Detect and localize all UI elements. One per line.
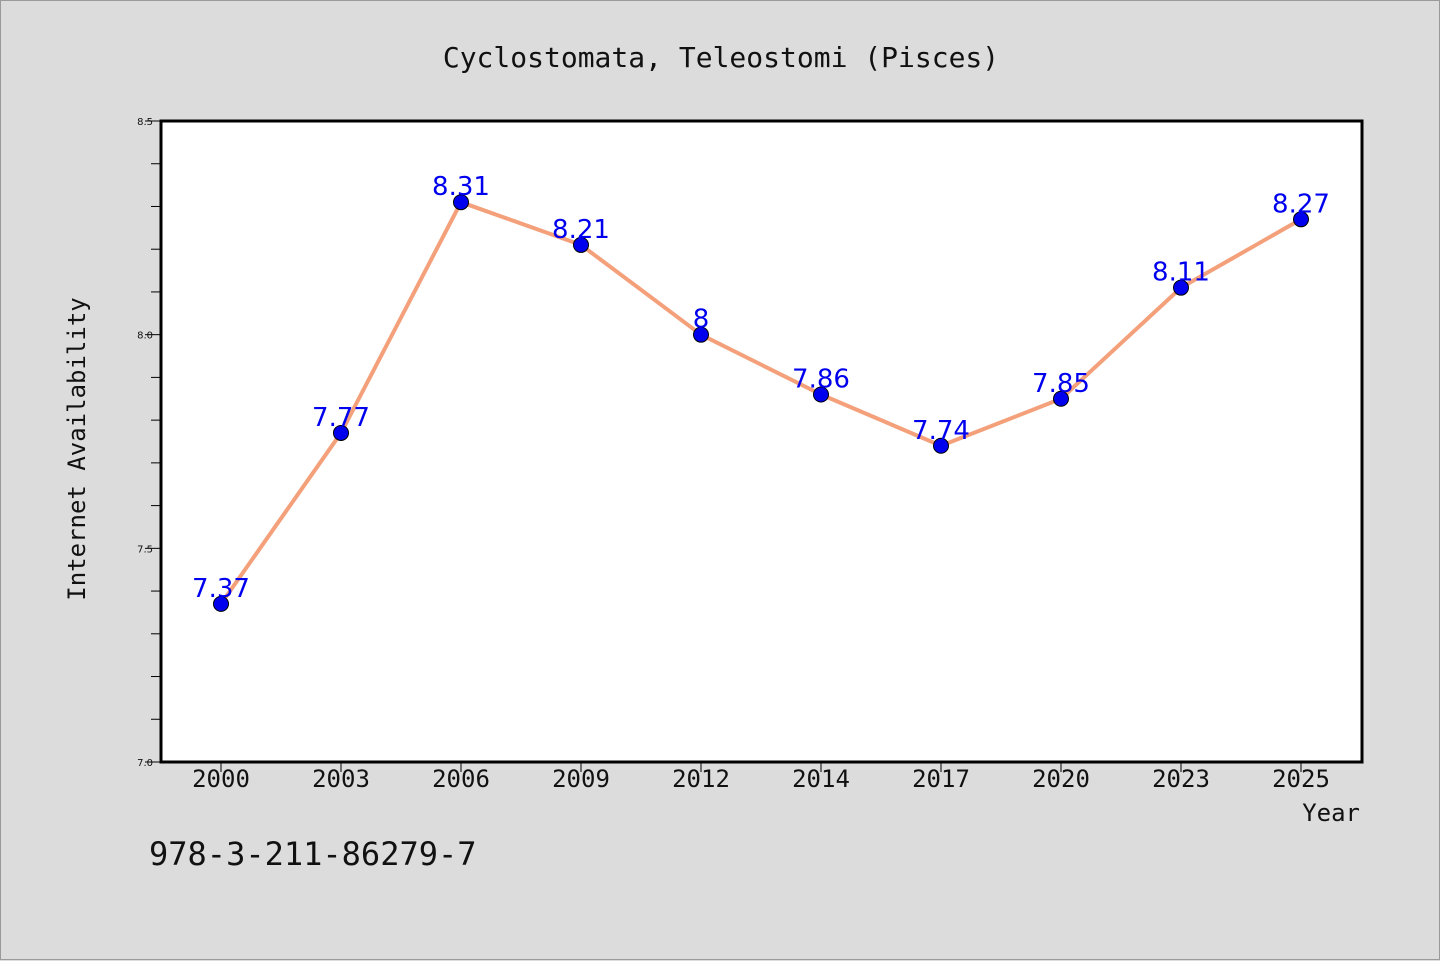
data-point (1173, 279, 1189, 296)
chart-title: Cyclostomata, Teleostomi (Pisces) (443, 41, 999, 74)
data-label: 8.21 (552, 215, 610, 245)
data-point (1053, 390, 1069, 407)
data-label: 7.77 (312, 403, 370, 433)
x-tick-label: 2020 (1032, 765, 1090, 793)
data-label: 7.85 (1032, 369, 1090, 399)
x-tick-label: 2003 (312, 765, 370, 793)
plot-area (159, 119, 1364, 764)
data-label: 7.86 (792, 364, 850, 394)
x-tick-label: 2006 (432, 765, 490, 793)
x-axis: 2000 2003 2006 2009 2012 2014 2017 2020 2023 2025 (192, 762, 1330, 793)
x-tick-label: 2000 (192, 765, 250, 793)
y-axis-label: Internet Availability (63, 297, 91, 600)
data-point (453, 194, 469, 211)
data-series (213, 194, 1309, 612)
data-label: 8.11 (1152, 258, 1210, 288)
data-point (333, 424, 349, 441)
data-point (813, 386, 829, 403)
x-tick-label: 2023 (1152, 765, 1210, 793)
series-line (219, 200, 1302, 606)
x-tick-label: 2017 (912, 765, 970, 793)
y-tick-label: 8.0 (137, 331, 153, 342)
x-tick-label: 2009 (552, 765, 610, 793)
data-point (573, 236, 589, 253)
y-tick-label: 8.5 (137, 117, 153, 128)
data-label: 8.27 (1272, 189, 1330, 219)
x-tick-label: 2025 (1272, 765, 1330, 793)
data-label: 7.74 (912, 416, 970, 446)
data-label: 7.37 (192, 574, 250, 604)
data-point (933, 437, 949, 454)
data-label: 8.31 (432, 172, 490, 202)
y-axis: 7.0 7.5 8.0 8.5 (137, 117, 161, 769)
y-tick-label: 7.0 (137, 758, 153, 769)
data-point (693, 326, 709, 343)
data-point (213, 595, 229, 612)
y-tick-label: 7.5 (137, 544, 153, 555)
data-point (1293, 211, 1309, 228)
isbn-annotation: 978-3-211-86279-7 (149, 835, 477, 873)
x-tick-label: 2014 (792, 765, 850, 793)
data-labels: 7.37 7.77 8.31 8.21 8 7.86 7.74 7.85 8.11 8.27 (192, 172, 1330, 604)
data-label: 8 (693, 305, 710, 335)
x-axis-label: Year (1302, 799, 1360, 827)
x-tick-label: 2012 (672, 765, 730, 793)
